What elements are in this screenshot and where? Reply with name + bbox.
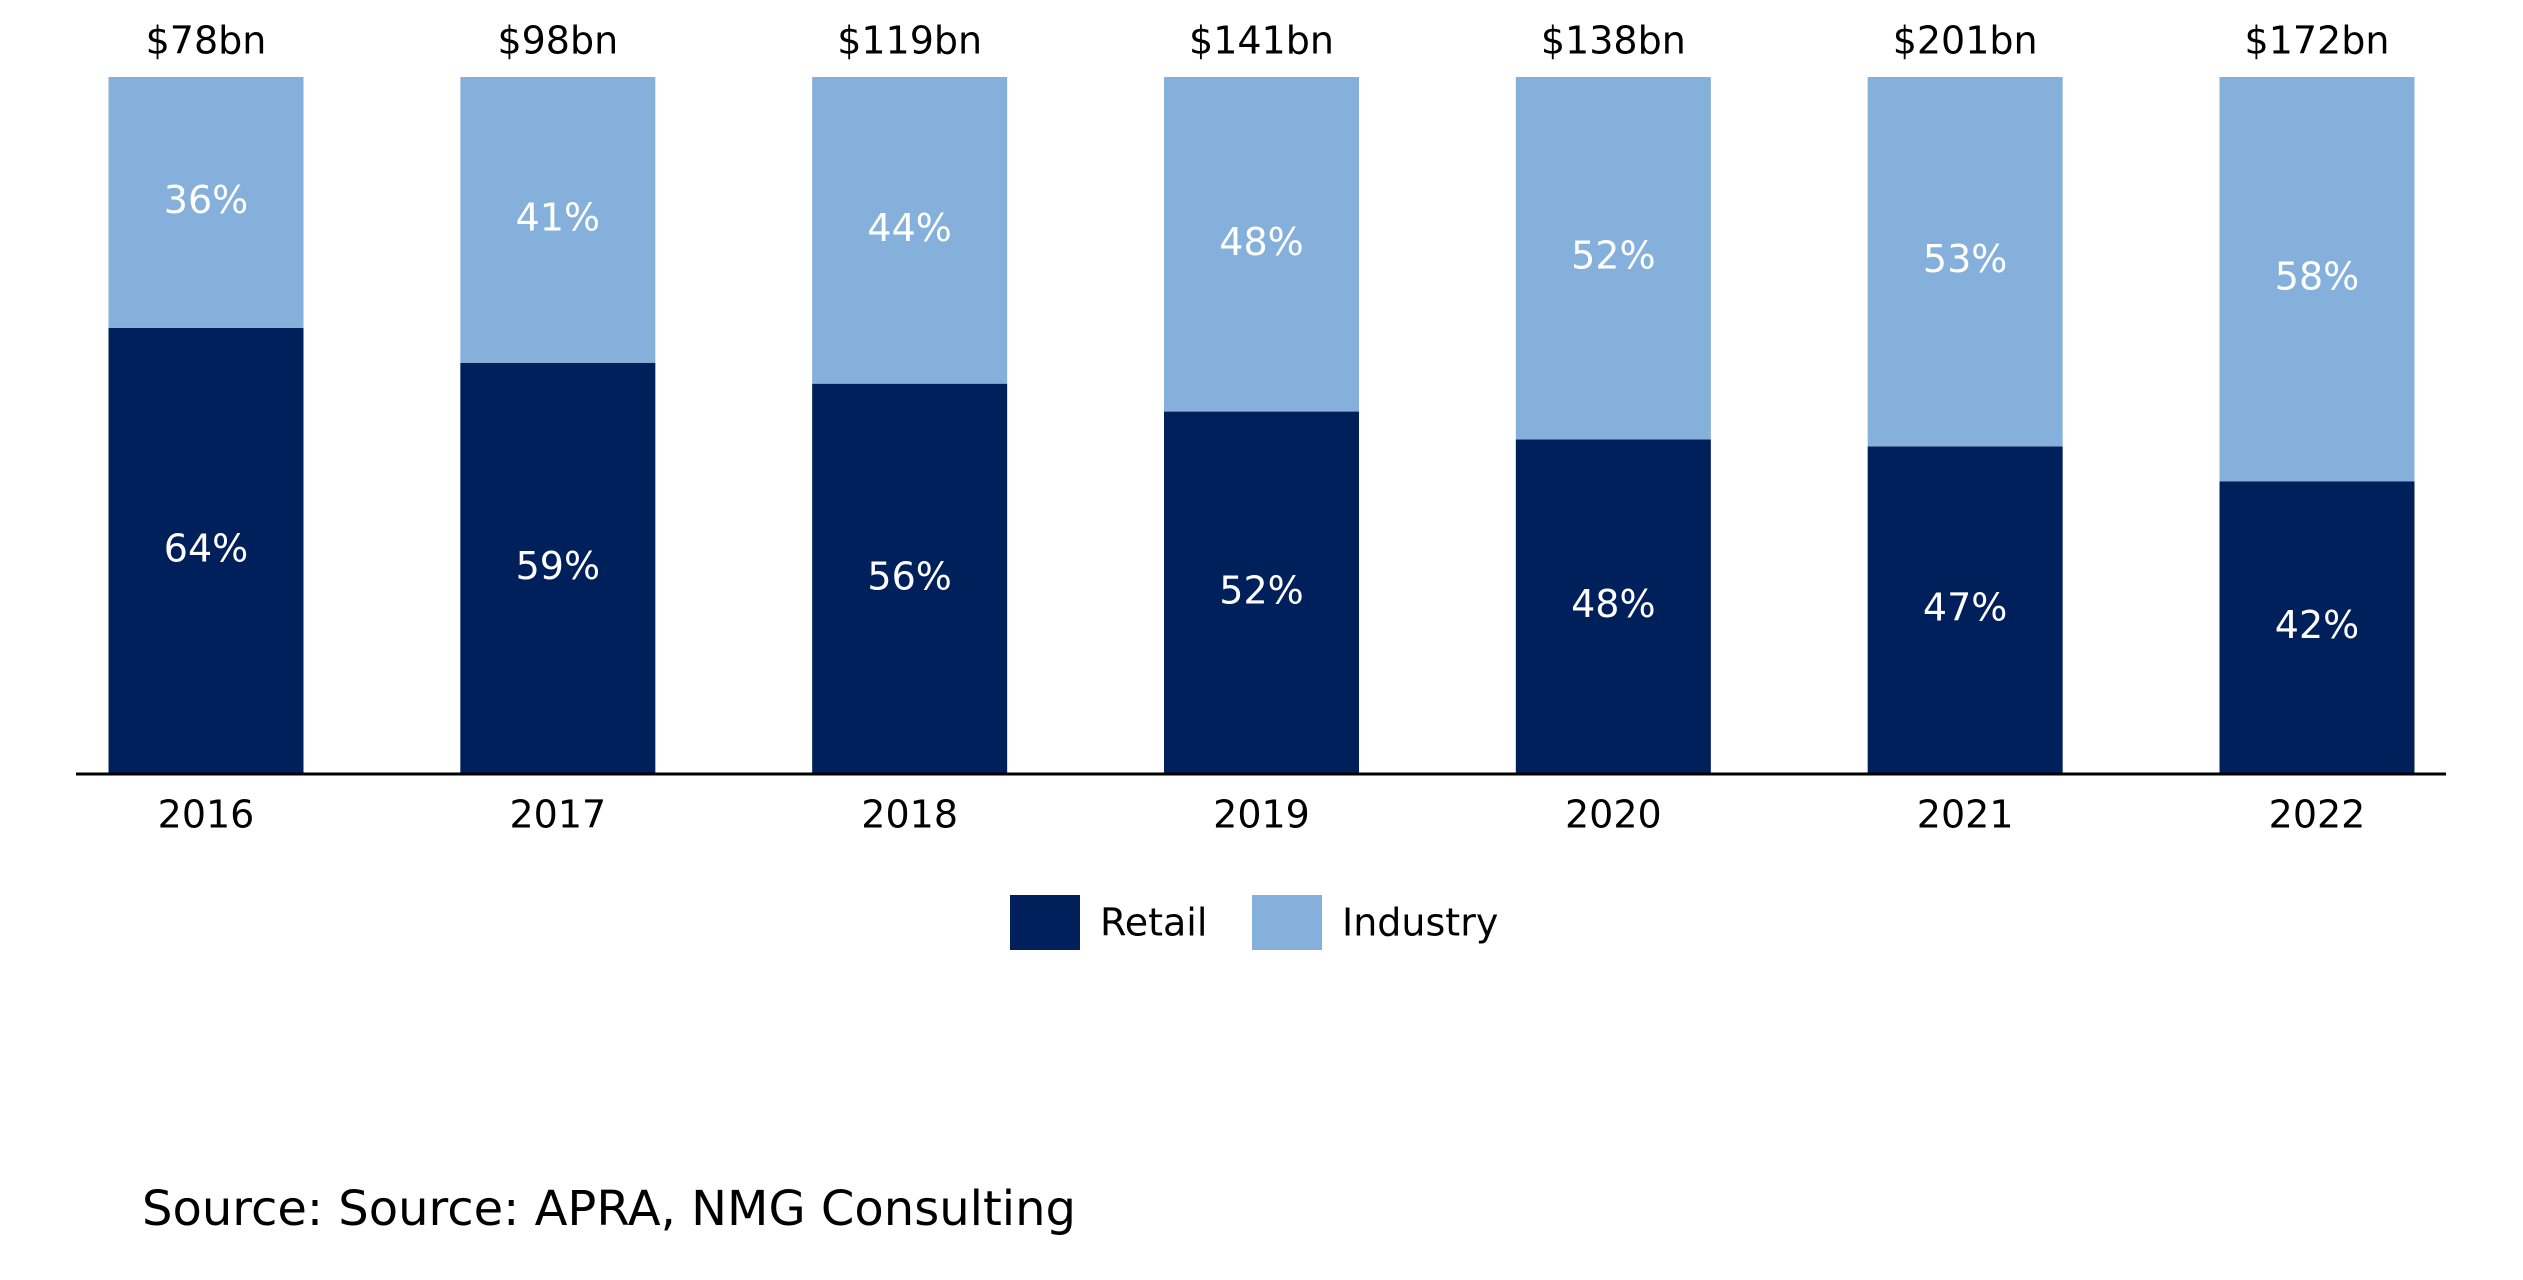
bar-segment [1867,77,2063,447]
data-label: 52% [1571,234,1655,278]
bar-segment [108,77,304,328]
bar-segment [2219,481,2415,774]
x-tick-label: 2017 [509,793,606,837]
total-label: $138bn [1541,19,1686,63]
bar-segment [1515,439,1711,774]
bar-segment [460,77,656,363]
legend-swatch [1010,895,1080,950]
data-label: 42% [2275,603,2359,647]
bar-segment [812,77,1008,384]
data-label: 53% [1923,237,2007,281]
data-label: 48% [1219,220,1303,264]
data-label: 44% [867,206,951,250]
data-label: 52% [1219,568,1303,612]
bar-segment [460,362,656,774]
bar-segment [1867,446,2063,774]
total-label: $172bn [2245,19,2390,63]
x-tick-label: 2016 [158,793,255,837]
bar-segment [812,383,1008,774]
data-label: 48% [1571,582,1655,626]
legend-swatch [1252,895,1322,950]
data-label: 41% [516,195,600,239]
x-tick-label: 2019 [1213,793,1310,837]
x-tick-label: 2022 [2269,793,2366,837]
data-label: 64% [164,526,248,570]
legend-label: Industry [1342,901,1498,945]
total-label: $141bn [1189,19,1334,63]
data-label: 36% [164,178,248,222]
bar-segment [108,327,304,774]
data-label: 56% [867,554,951,598]
bar-segment [1164,77,1359,412]
total-label: $78bn [146,19,267,63]
total-label: $201bn [1893,19,2038,63]
bar-segment [2219,77,2415,482]
x-tick-label: 2021 [1917,793,2014,837]
data-label: 47% [1923,586,2007,630]
source-note: Source: Source: APRA, NMG Consulting [142,1181,1076,1237]
data-label: 59% [516,544,600,588]
bar-segment [1164,411,1359,774]
total-label: $119bn [837,19,982,63]
x-tick-label: 2018 [861,793,958,837]
legend-label: Retail [1100,901,1207,945]
total-label: $98bn [497,19,618,63]
bar-segment [1515,77,1711,440]
x-tick-label: 2020 [1565,793,1662,837]
data-label: 58% [2275,255,2359,299]
